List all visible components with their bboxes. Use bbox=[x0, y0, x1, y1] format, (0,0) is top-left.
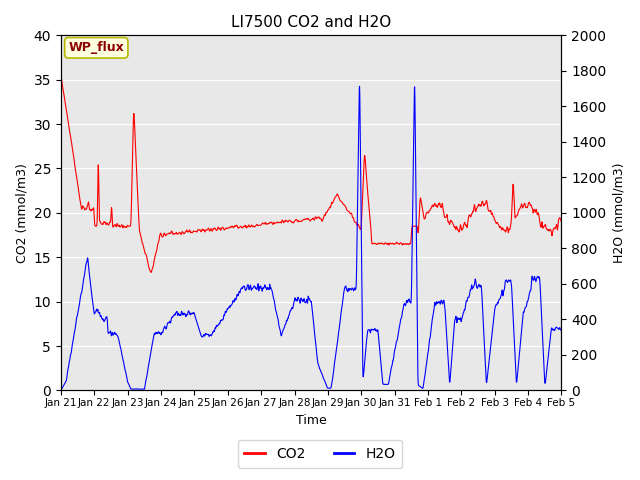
Legend: CO2, H2O: CO2, H2O bbox=[237, 440, 403, 468]
Title: LI7500 CO2 and H2O: LI7500 CO2 and H2O bbox=[231, 15, 391, 30]
X-axis label: Time: Time bbox=[296, 414, 326, 427]
Y-axis label: H2O (mmol/m3): H2O (mmol/m3) bbox=[612, 163, 625, 263]
Y-axis label: CO2 (mmol/m3): CO2 (mmol/m3) bbox=[15, 163, 28, 263]
Text: WP_flux: WP_flux bbox=[68, 41, 124, 54]
